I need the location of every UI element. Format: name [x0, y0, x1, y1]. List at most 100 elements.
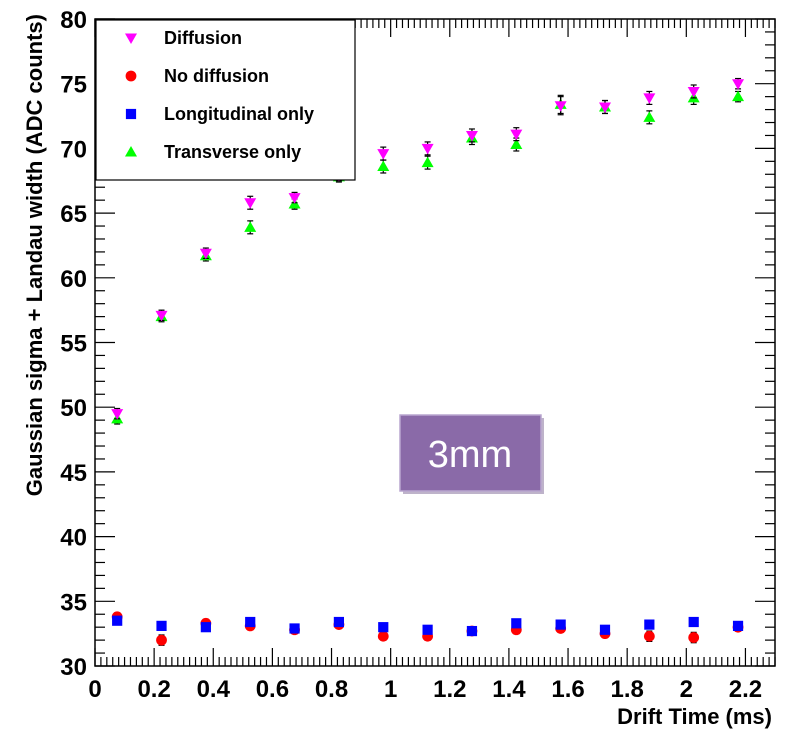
marker-triangle-down: [599, 102, 611, 113]
marker-square: [245, 616, 256, 628]
marker-triangle-down: [421, 143, 434, 155]
data-point: [156, 620, 167, 631]
y-tick-label: 40: [60, 525, 87, 552]
x-tick-label: 1.4: [492, 676, 526, 703]
marker-triangle-up: [732, 90, 745, 102]
annotation-label: 3mm: [428, 434, 512, 476]
marker-square: [555, 619, 566, 630]
series-longitudinal-only: [112, 615, 744, 637]
marker-triangle-down: [465, 130, 478, 142]
data-point: [244, 195, 257, 210]
marker-square: [422, 624, 433, 635]
y-axis-title: Gaussian sigma + Landau width (ADC count…: [22, 14, 47, 496]
marker-circle: [377, 630, 389, 642]
data-point: [421, 155, 434, 170]
y-tick-label: 50: [60, 395, 87, 422]
data-point: [289, 623, 300, 634]
x-tick-label: 2: [680, 676, 693, 703]
data-point: [155, 309, 168, 322]
x-tick-label: 0.4: [197, 676, 231, 703]
legend-marker-circle: [125, 70, 137, 82]
axis-tick-labels: 0 0.2 0.4 0.6 0.8 1 1.2 1.4 1.6 1.8 2 2.2 30 35 40 45 50…: [60, 7, 762, 703]
marker-square: [466, 625, 478, 637]
data-point: [732, 620, 744, 631]
legend-entries: Diffusion No diffusion Longitudinal only Tr…: [125, 28, 314, 162]
marker-triangle-up: [643, 111, 656, 122]
x-axis-title: Drift Time (ms): [617, 704, 772, 729]
y-tick-label: 80: [60, 7, 87, 34]
marker-square: [289, 623, 300, 634]
data-point: [377, 159, 390, 174]
data-point: [199, 247, 212, 260]
data-point: [643, 90, 656, 106]
data-point: [732, 90, 745, 103]
legend-marker-triangle-up: [125, 146, 137, 157]
marker-square: [644, 619, 655, 630]
marker-square: [511, 618, 522, 629]
marker-triangle-down: [732, 79, 745, 90]
data-point: [555, 619, 566, 630]
marker-square: [599, 624, 611, 635]
data-point: [599, 624, 611, 635]
marker-triangle-down: [111, 409, 124, 420]
annotation-background: [399, 414, 542, 492]
x-tick-label: 0: [88, 676, 101, 703]
data-point: [644, 619, 655, 630]
marker-triangle-up: [377, 160, 390, 172]
x-tick-label: 1.8: [610, 676, 643, 703]
x-tick-label: 0.2: [137, 676, 170, 703]
marker-square: [333, 616, 345, 628]
data-point: [200, 622, 211, 633]
data-point: [245, 616, 256, 628]
legend-label: No diffusion: [164, 66, 269, 86]
x-tick-label: 1.2: [433, 676, 466, 703]
x-tick-label: 1: [384, 676, 397, 703]
marker-triangle-down: [643, 93, 656, 104]
legend-marker-square: [125, 108, 137, 120]
marker-triangle-up: [421, 156, 434, 168]
data-point: [732, 77, 745, 90]
marker-triangle-down: [199, 248, 212, 260]
legend: Diffusion No diffusion Longitudinal only Tr…: [95, 19, 356, 181]
y-tick-label: 45: [60, 460, 87, 487]
data-point: [688, 631, 700, 644]
data-point: [421, 141, 434, 156]
data-point: [510, 127, 523, 142]
data-point: [156, 634, 167, 646]
data-point: [465, 128, 478, 143]
data-point: [511, 618, 522, 629]
x-tick-label: 1.6: [551, 676, 584, 703]
y-tick-label: 30: [60, 654, 87, 681]
legend-marker-triangle-down: [125, 33, 137, 44]
marker-circle: [156, 634, 167, 646]
data-point: [333, 616, 345, 628]
x-tick-label: 2.2: [729, 676, 762, 703]
data-point: [422, 624, 433, 635]
y-tick-label: 35: [60, 589, 87, 616]
legend-entry: Diffusion: [125, 28, 242, 48]
y-tick-label: 70: [60, 136, 87, 163]
marker-triangle-down: [288, 193, 301, 204]
legend-entry: Transverse only: [125, 142, 301, 162]
legend-label: Transverse only: [164, 142, 301, 162]
marker-square: [732, 620, 744, 631]
marker-square: [688, 616, 699, 628]
annotation-box: 3mm: [399, 414, 544, 494]
marker-square: [156, 620, 167, 631]
data-point: [377, 630, 389, 642]
data-point: [599, 99, 611, 115]
data-point: [112, 615, 123, 626]
data-point: [244, 220, 257, 235]
data-series: [111, 77, 745, 646]
marker-triangle-down: [244, 198, 257, 209]
data-point: [688, 616, 699, 628]
data-point: [111, 407, 124, 420]
marker-circle: [643, 630, 655, 642]
marker-triangle-up: [244, 221, 257, 232]
data-point: [377, 146, 390, 161]
marker-square: [112, 615, 123, 626]
marker-triangle-down: [155, 310, 168, 322]
legend-entry: Longitudinal only: [125, 104, 314, 124]
marker-triangle-down: [377, 149, 390, 160]
